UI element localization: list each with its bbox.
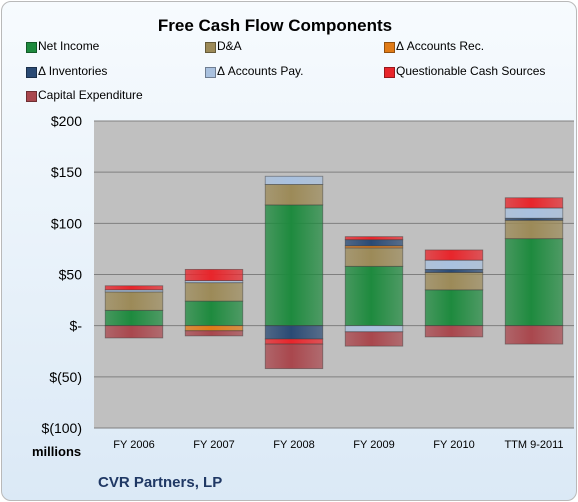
bar-segment: [264, 204, 324, 327]
chart-title: Free Cash Flow Components: [157, 16, 393, 35]
legend-swatch: [205, 67, 216, 78]
x-tick-label: FY 2009: [353, 439, 394, 451]
legend-label: Δ Inventories: [38, 64, 108, 78]
x-tick-label: FY 2006: [113, 439, 154, 451]
legend-label: D&A: [217, 39, 242, 53]
x-tick-label: FY 2008: [273, 439, 314, 451]
x-tick-label: FY 2010: [433, 439, 474, 451]
bar-segment: [184, 282, 244, 302]
bar-segment: [264, 343, 324, 370]
legend-label: Questionable Cash Sources: [396, 64, 546, 78]
legend-swatch: [26, 67, 37, 78]
x-tick-label: FY 2007: [193, 439, 234, 451]
legend-label: Δ Accounts Rec.: [396, 39, 485, 53]
y-tick-label: $(50): [49, 369, 82, 385]
bar-segment: [424, 325, 484, 338]
bar-segment: [424, 249, 484, 261]
bar-segment: [424, 289, 484, 327]
bar-segment: [344, 239, 404, 247]
bar-segment: [344, 325, 404, 333]
y-tick-label: $100: [51, 215, 82, 231]
legend-swatch: [384, 67, 395, 78]
legend-label: Δ Accounts Pay.: [217, 64, 304, 78]
bar-segment: [344, 236, 404, 241]
y-tick-label: $200: [51, 113, 82, 129]
bar-segment: [344, 247, 404, 267]
bar-segment: [184, 325, 244, 332]
bar-segment: [424, 268, 484, 273]
bar-segment: [184, 300, 244, 327]
legend-label: Capital Expenditure: [38, 88, 143, 102]
bar-segment: [264, 184, 324, 206]
bar-segment: [104, 285, 164, 291]
legend-label: Net Income: [38, 39, 100, 53]
bar-segment: [104, 309, 164, 327]
bar-segment: [264, 325, 324, 340]
bar-segment: [424, 259, 484, 270]
bar-segment: [504, 207, 564, 219]
legend-swatch: [26, 91, 37, 102]
y-tick-label: $150: [51, 164, 82, 180]
legend-swatch: [384, 42, 395, 53]
bar-segment: [104, 325, 164, 339]
legend-swatch: [205, 42, 216, 53]
y-tick-label: $50: [59, 267, 83, 283]
bar-segment: [504, 219, 564, 240]
x-tick-label: TTM 9-2011: [504, 439, 563, 451]
bar-segment: [424, 272, 484, 291]
bar-segment: [504, 238, 564, 327]
bar-segment: [104, 291, 164, 311]
bar-segment: [344, 331, 404, 347]
bar-segment: [504, 197, 564, 209]
bar-segment: [264, 175, 324, 185]
bar-segment: [184, 330, 244, 337]
legend-swatch: [26, 42, 37, 53]
units-label: millions: [32, 444, 82, 459]
bar-segment: [264, 338, 324, 345]
bar-segment: [184, 268, 244, 282]
y-tick-label: $(100): [42, 420, 82, 436]
bar-segment: [344, 265, 404, 327]
bar-segment: [504, 325, 564, 345]
y-tick-label: $-: [70, 318, 83, 334]
company-name: CVR Partners, LP: [98, 474, 223, 491]
